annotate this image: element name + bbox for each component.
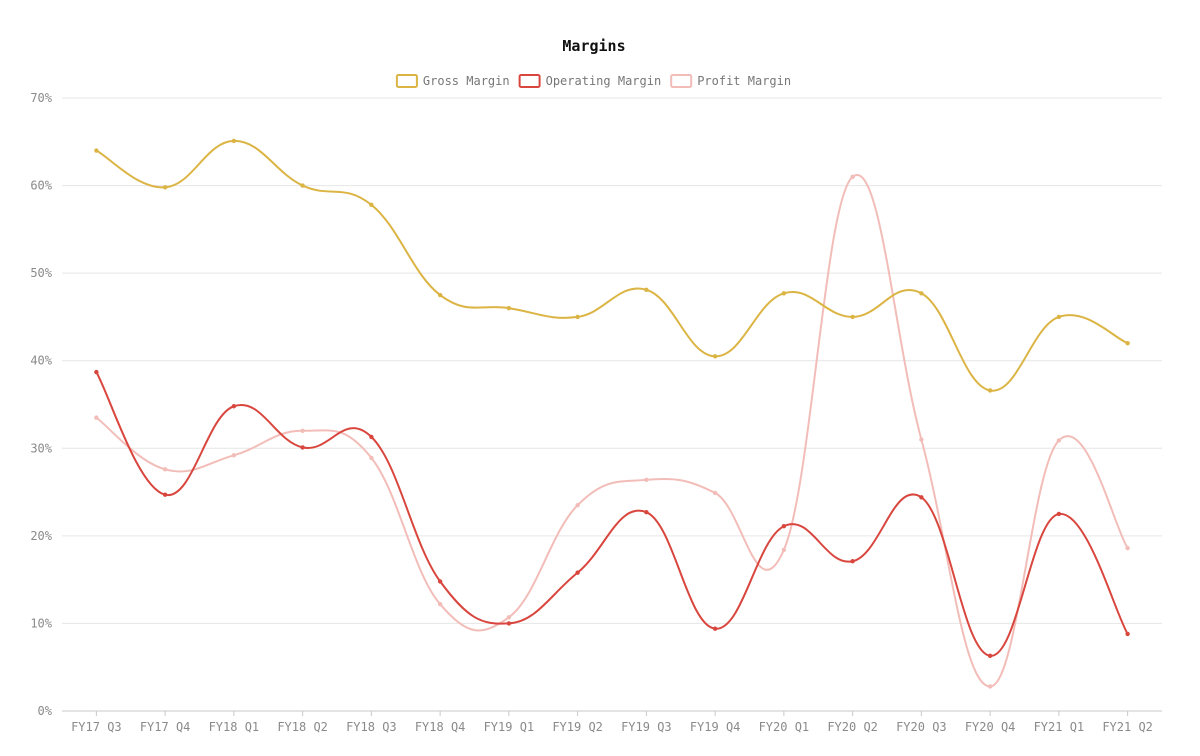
x-tick-label: FY18 Q4 <box>415 720 466 734</box>
x-axis: FY17 Q3 FY17 Q4 FY18 Q1 FY18 Q2 FY18 Q3 FY18 … <box>71 711 1153 734</box>
chart-legend: Gross Margin Operating Margin Profit Margi… <box>395 74 791 88</box>
data-point-gross-margin <box>231 138 237 144</box>
data-point-profit-margin <box>162 467 168 472</box>
x-tick-label: FY19 Q2 <box>552 720 603 734</box>
data-point-operating-margin <box>987 653 993 659</box>
x-tick-label: FY20 Q2 <box>827 720 878 734</box>
data-point-operating-margin <box>781 524 787 529</box>
series-line-gross-margin <box>95 139 1129 392</box>
data-point-profit-margin <box>850 174 855 180</box>
data-point-operating-margin <box>1125 631 1130 637</box>
chart-title: Margins <box>562 37 625 55</box>
data-point-operating-margin <box>506 621 512 626</box>
data-point-profit-margin <box>94 415 99 420</box>
data-point-gross-margin <box>1056 314 1062 320</box>
data-point-gross-margin <box>506 305 512 311</box>
x-tick-label: FY20 Q4 <box>965 720 1016 734</box>
data-point-profit-margin <box>644 477 649 483</box>
data-point-profit-margin <box>231 453 237 458</box>
series-line-operating-margin <box>95 371 1129 657</box>
data-point-profit-margin <box>919 437 924 442</box>
x-tick-label: FY20 Q1 <box>759 720 810 734</box>
data-point-profit-margin <box>506 615 512 620</box>
y-tick-label: 70% <box>30 91 52 105</box>
x-tick-label: FY18 Q2 <box>277 720 328 734</box>
data-point-gross-margin <box>781 291 787 296</box>
data-point-profit-margin <box>712 490 718 496</box>
data-point-gross-margin <box>437 292 443 298</box>
data-point-operating-margin <box>94 369 99 375</box>
legend-item-operating-margin[interactable]: Operating Margin <box>518 74 662 88</box>
x-tick-label: FY19 Q4 <box>690 720 741 734</box>
x-tick-label: FY20 Q3 <box>896 720 947 734</box>
data-point-operating-margin <box>231 404 237 409</box>
y-tick-label: 40% <box>30 354 52 368</box>
data-point-gross-margin <box>850 314 855 320</box>
data-point-profit-margin <box>300 428 305 433</box>
x-tick-label: FY18 Q3 <box>346 720 397 734</box>
y-axis: 0% 10% 20% 30% 40% 50% 60% 70% <box>30 91 52 718</box>
legend-swatch <box>670 74 693 88</box>
data-point-gross-margin <box>300 183 305 188</box>
y-tick-label: 50% <box>30 266 52 280</box>
x-tick-label: FY19 Q1 <box>484 720 535 734</box>
data-point-gross-margin <box>94 148 99 153</box>
legend-label: Gross Margin <box>423 74 510 88</box>
x-tick-label: FY17 Q4 <box>140 720 191 734</box>
data-point-profit-margin <box>1056 438 1062 443</box>
series-line-profit-margin <box>95 173 1129 688</box>
data-point-profit-margin <box>1125 545 1130 551</box>
data-point-gross-margin <box>919 291 924 296</box>
data-point-operating-margin <box>575 570 580 575</box>
legend-label: Profit Margin <box>697 74 791 88</box>
data-point-gross-margin <box>369 202 374 208</box>
data-point-operating-margin <box>850 559 855 564</box>
y-tick-label: 10% <box>30 616 52 630</box>
legend-swatch <box>518 74 541 88</box>
data-point-operating-margin <box>919 495 924 500</box>
x-tick-label: FY21 Q2 <box>1102 720 1153 734</box>
data-point-gross-margin <box>575 314 580 320</box>
data-point-profit-margin <box>575 503 580 508</box>
data-point-operating-margin <box>712 626 718 631</box>
data-point-gross-margin <box>1125 341 1130 346</box>
data-point-operating-margin <box>644 510 649 515</box>
data-point-profit-margin <box>437 601 443 607</box>
y-tick-label: 0% <box>38 704 53 718</box>
y-tick-label: 20% <box>30 529 52 543</box>
legend-item-gross-margin[interactable]: Gross Margin <box>395 74 510 88</box>
data-point-operating-margin <box>437 579 443 584</box>
x-tick-label: FY18 Q1 <box>209 720 260 734</box>
series-lines <box>95 139 1129 688</box>
legend-label: Operating Margin <box>546 74 662 88</box>
y-tick-label: 30% <box>30 441 52 455</box>
data-point-profit-margin <box>369 455 374 461</box>
data-point-profit-margin <box>987 684 993 689</box>
x-tick-label: FY19 Q3 <box>621 720 672 734</box>
x-tick-label: FY21 Q1 <box>1034 720 1085 734</box>
data-point-gross-margin <box>987 388 993 393</box>
series-points <box>94 138 1130 689</box>
data-point-gross-margin <box>712 354 718 359</box>
data-point-operating-margin <box>369 434 374 440</box>
data-point-operating-margin <box>162 492 168 497</box>
data-point-gross-margin <box>644 287 649 292</box>
legend-swatch <box>395 74 418 88</box>
gridlines <box>62 97 1162 712</box>
data-point-operating-margin <box>300 445 305 450</box>
data-point-gross-margin <box>162 185 168 190</box>
x-tick-label: FY17 Q3 <box>71 720 122 734</box>
data-point-profit-margin <box>781 547 787 553</box>
data-point-operating-margin <box>1056 511 1062 517</box>
y-tick-label: 60% <box>30 179 52 193</box>
legend-item-profit-margin[interactable]: Profit Margin <box>670 74 791 88</box>
